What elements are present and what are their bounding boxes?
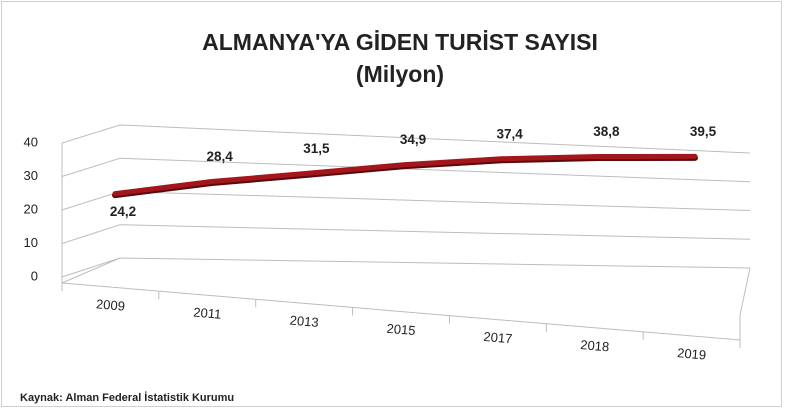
x-tick-label: 2015	[386, 321, 416, 338]
data-label: 31,5	[303, 141, 330, 156]
data-label: 38,8	[593, 124, 620, 139]
chart-title: ALMANYA'YA GİDEN TURİST SAYISI	[202, 29, 598, 55]
y-tick-label: 10	[24, 235, 38, 250]
grid-line	[61, 124, 751, 154]
line	[112, 153, 698, 197]
data-label: 34,9	[400, 132, 426, 147]
x-tick-label: 2017	[483, 329, 513, 346]
x-tick-label: 2009	[95, 296, 125, 313]
y-tick-label: 20	[24, 201, 38, 216]
chart-subtitle: (Milyon)	[356, 61, 444, 87]
data-label: 24,2	[110, 204, 136, 219]
x-tick-label: 2011	[193, 305, 222, 322]
grid-line	[61, 224, 751, 244]
source: Kaynak: Alman Federal İstatistik Kurumu	[20, 391, 234, 404]
x-tick-label: 2013	[289, 313, 319, 330]
data-label: 28,4	[207, 149, 234, 164]
y-tick-label: 0	[31, 268, 38, 283]
x-tick-label: 2018	[580, 337, 610, 354]
data-label: 39,5	[690, 124, 717, 139]
y-tick-label: 40	[24, 134, 38, 149]
y-tick-label: 30	[24, 168, 38, 183]
x-tick-label: 2019	[677, 345, 707, 362]
grid-line	[61, 157, 751, 183]
data-label: 37,4	[497, 126, 524, 141]
